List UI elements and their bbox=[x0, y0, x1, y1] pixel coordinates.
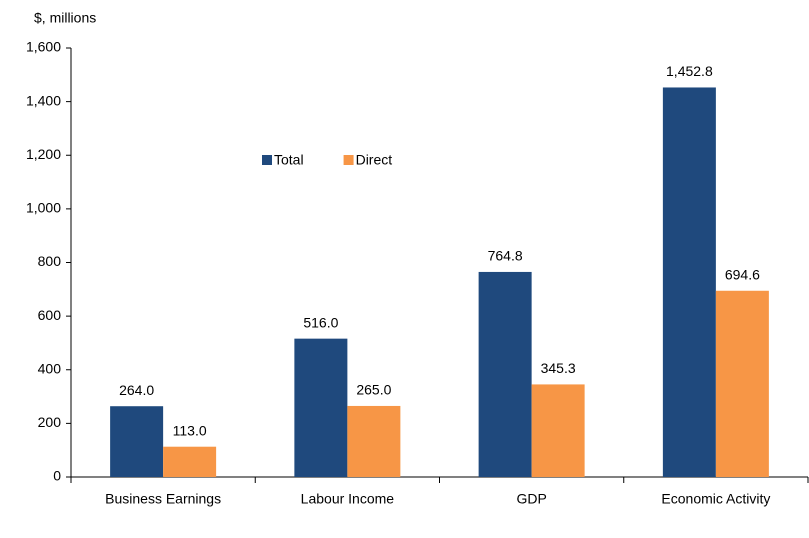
bar bbox=[347, 405, 401, 477]
bar bbox=[531, 384, 585, 477]
value-label: 516.0 bbox=[303, 314, 338, 330]
bar bbox=[110, 406, 164, 477]
y-tick-label: 200 bbox=[38, 414, 62, 430]
x-tick-label: Economic Activity bbox=[661, 491, 770, 507]
y-tick-label: 800 bbox=[38, 253, 62, 269]
y-tick-label: 0 bbox=[53, 468, 61, 484]
bar bbox=[163, 446, 217, 477]
bar bbox=[715, 290, 769, 477]
bar bbox=[294, 338, 348, 477]
bar bbox=[478, 271, 532, 477]
y-tick-label: 1,600 bbox=[26, 39, 61, 55]
value-label: 113.0 bbox=[173, 422, 207, 438]
x-tick-label: Labour Income bbox=[301, 491, 395, 507]
y-tick-label: 1,400 bbox=[26, 92, 61, 108]
x-tick-label: Business Earnings bbox=[105, 491, 221, 507]
y-tick-label: 1,200 bbox=[26, 146, 61, 162]
value-label: 265.0 bbox=[356, 382, 391, 398]
y-tick-label: 600 bbox=[38, 307, 62, 323]
legend-swatch bbox=[343, 155, 354, 165]
bar bbox=[662, 87, 716, 477]
legend-label: Total bbox=[274, 152, 304, 168]
value-label: 1,452.8 bbox=[666, 63, 713, 79]
value-label: 764.8 bbox=[488, 248, 523, 264]
value-label: 345.3 bbox=[541, 360, 576, 376]
value-label: 264.0 bbox=[119, 382, 154, 398]
value-label: 694.6 bbox=[725, 266, 760, 282]
y-axis-label: $, millions bbox=[34, 10, 96, 26]
y-tick-label: 1,000 bbox=[26, 200, 61, 216]
y-tick-label: 400 bbox=[38, 360, 62, 376]
legend-label: Direct bbox=[356, 152, 393, 168]
x-tick-label: GDP bbox=[516, 491, 546, 507]
legend-swatch bbox=[262, 155, 272, 165]
